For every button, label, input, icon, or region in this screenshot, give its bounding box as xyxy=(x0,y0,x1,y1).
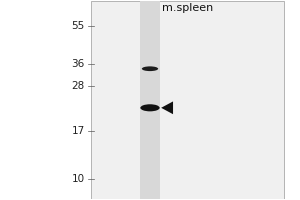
Polygon shape xyxy=(161,101,173,114)
Text: 28: 28 xyxy=(71,81,85,91)
FancyBboxPatch shape xyxy=(91,1,284,199)
Text: 36: 36 xyxy=(71,59,85,69)
Text: m.spleen: m.spleen xyxy=(161,3,213,13)
Text: 10: 10 xyxy=(71,174,85,184)
Ellipse shape xyxy=(140,104,160,111)
Ellipse shape xyxy=(142,66,158,71)
Text: 17: 17 xyxy=(71,126,85,136)
Text: 55: 55 xyxy=(71,21,85,31)
FancyBboxPatch shape xyxy=(140,1,160,199)
